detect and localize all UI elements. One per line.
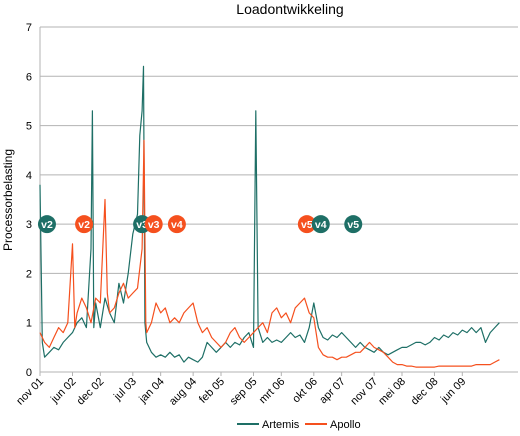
version-marker-label: v5: [301, 219, 313, 231]
version-marker-label: v3: [136, 219, 148, 231]
version-marker-circle: [144, 215, 163, 234]
y-tick-label: 4: [26, 170, 32, 182]
y-tick-label: 7: [26, 22, 32, 34]
version-marker: v4: [311, 215, 330, 234]
y-tick-label: 0: [26, 367, 32, 379]
chart-title: Loadontwikkeling: [236, 1, 343, 17]
version-marker-label: v2: [41, 219, 53, 231]
x-tick-label: apr 07: [317, 376, 348, 407]
x-tick-label: feb 05: [197, 376, 227, 406]
version-marker-circle: [75, 215, 94, 234]
x-tick-label: aug 04: [167, 376, 199, 408]
version-marker-circle: [297, 215, 316, 234]
x-tick-label: dec 02: [75, 376, 107, 408]
x-tick-label: jan 04: [136, 376, 166, 406]
x-tick-label: mrt 06: [257, 376, 288, 407]
version-marker-label: v2: [78, 219, 90, 231]
y-tick-label: 1: [26, 318, 32, 330]
version-marker-circle: [37, 215, 56, 234]
x-tick-label: nov 01: [14, 376, 46, 408]
version-marker-circle: [311, 215, 330, 234]
y-tick-label: 3: [26, 219, 32, 231]
y-tick-labels: 0 1 2 3 4 5 6 7: [26, 22, 32, 379]
legend: Artemis Apollo: [237, 419, 361, 431]
version-marker: v5: [297, 215, 316, 234]
x-tick-label: jun 02: [48, 376, 78, 406]
y-axis-label: Processorbelasting: [1, 149, 15, 251]
x-tick-label: dec 08: [409, 376, 441, 408]
version-marker-label: v3: [148, 219, 160, 231]
version-marker-circle: [344, 215, 363, 234]
version-marker-label: v5: [347, 219, 359, 231]
version-annotations: v2 v2 v3 v3 v4 v5 v4 v5: [37, 215, 363, 234]
x-tick-label: mei 08: [376, 376, 408, 408]
version-marker: v2: [37, 215, 56, 234]
y-tick-label: 6: [26, 71, 32, 83]
y-tick-label: 5: [26, 121, 32, 133]
x-tick-label: jun 09: [438, 376, 468, 406]
x-tick-label: sep 05: [228, 376, 260, 408]
version-marker-circle: [167, 215, 186, 234]
version-marker: v3: [144, 215, 163, 234]
series-line-apollo: [39, 139, 500, 368]
version-marker: v5: [344, 215, 363, 234]
y-tick-label: 2: [26, 268, 32, 280]
version-marker-label: v4: [315, 219, 327, 231]
series-line-artemis: [39, 65, 500, 363]
legend-label-artemis: Artemis: [262, 419, 300, 431]
x-tick-label: nov 07: [348, 376, 380, 408]
version-marker: v2: [75, 215, 94, 234]
legend-label-apollo: Apollo: [330, 419, 361, 431]
version-marker: v4: [167, 215, 186, 234]
series-lines: [39, 65, 500, 368]
x-tick-label: okt 06: [290, 376, 320, 406]
version-marker-label: v4: [171, 219, 183, 231]
grid: [39, 26, 518, 373]
x-tick-label: jul 03: [111, 376, 139, 404]
